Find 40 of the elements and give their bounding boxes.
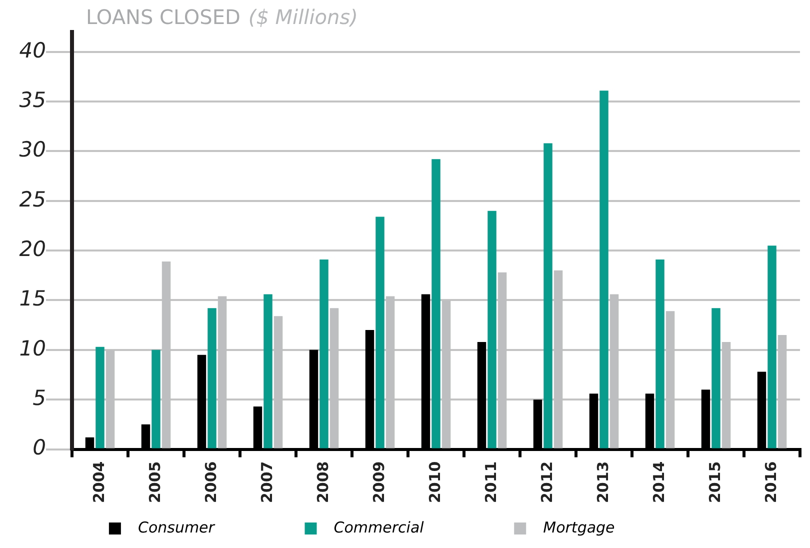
bar [376,216,384,448]
x-tick-label: 2012 [538,461,556,503]
x-tick-label: 2004 [90,461,108,503]
x-tick-label: 2008 [314,461,332,503]
y-tick-label: 0 [32,436,46,460]
bar [768,246,776,448]
y-tick-label: 25 [19,187,46,212]
bar [600,90,608,448]
x-tick-label: 2016 [762,461,780,503]
legend-label: Consumer [128,518,291,536]
x-tick-label: 2011 [482,461,500,503]
y-tick-label: 35 [19,88,46,112]
x-tick-label: 2005 [146,461,164,503]
bar [656,260,664,448]
y-tick-label: 10 [19,336,46,360]
legend-label: Commercial [324,518,500,536]
x-tick-label: 2013 [594,461,612,503]
y-tick-label: 20 [19,237,46,262]
y-tick-label: 5 [32,386,46,410]
y-tick-label: 15 [19,286,46,311]
bar [152,350,160,448]
chart-title: LOANS CLOSED [86,5,240,29]
bar [432,159,440,448]
y-tick-label: 30 [19,138,46,162]
y-tick-label: 40 [19,38,46,62]
x-tick-label: 2006 [202,461,220,503]
bar [208,308,216,448]
x-tick-label: 2009 [370,461,388,503]
x-tick-label: 2015 [706,461,724,503]
chart-subtitle: ($ Millions) [248,5,358,29]
x-tick-label: 2010 [426,461,444,503]
bar [96,346,104,448]
bar [320,260,328,448]
bar [488,210,496,448]
legend-label: Mortgage [534,518,692,536]
bar [712,308,720,448]
bar [264,294,272,448]
x-tick-label: 2007 [258,461,276,503]
x-tick-label: 2014 [650,461,668,503]
bar [544,143,552,448]
